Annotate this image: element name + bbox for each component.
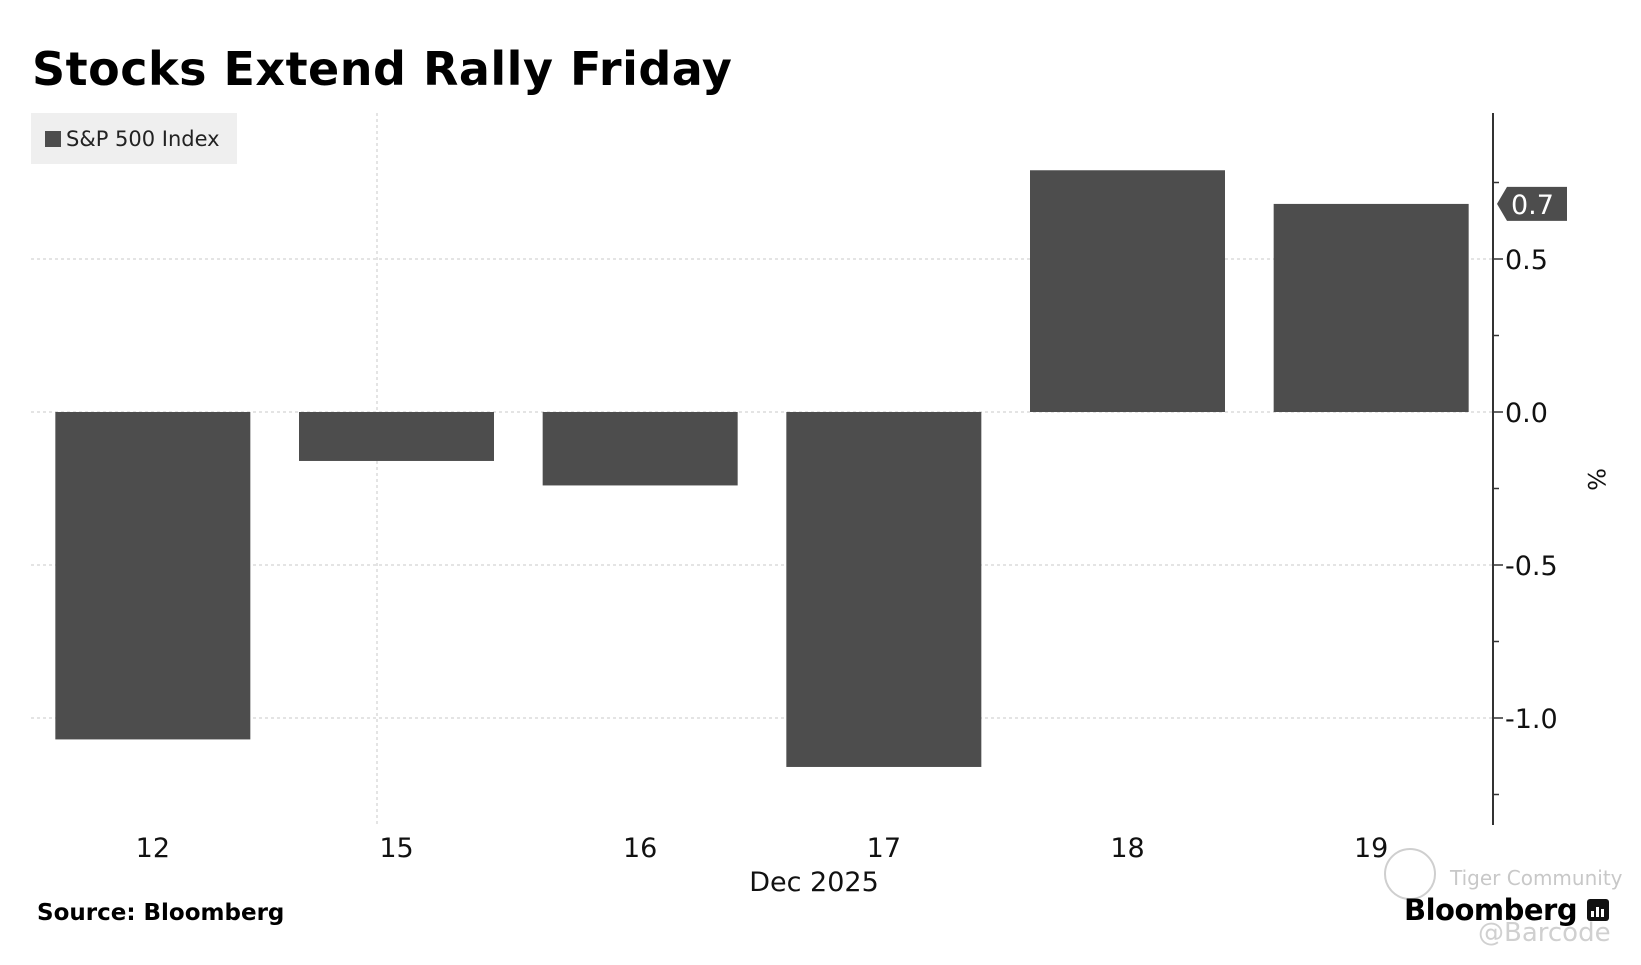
source-note: Source: Bloomberg [37, 900, 285, 926]
x-tick-label: 17 [867, 833, 901, 864]
legend: S&P 500 Index [31, 113, 237, 164]
legend-label: S&P 500 Index [66, 126, 220, 151]
x-period-label: Dec 2025 [749, 867, 879, 898]
x-tick-label: 18 [1110, 833, 1144, 864]
brand-name: Bloomberg [1404, 893, 1578, 927]
watermark-name: Tiger Community [1450, 866, 1623, 890]
chart-title: Stocks Extend Rally Friday [32, 42, 733, 96]
bar-19 [1273, 203, 1469, 412]
legend-swatch [45, 130, 61, 147]
x-tick-label: 15 [379, 833, 413, 864]
x-tick-label: 19 [1354, 833, 1388, 864]
brand-logo: Bloomberg [1404, 893, 1610, 927]
bar-15 [299, 412, 494, 461]
y-tick-label: 0.5 [1505, 245, 1548, 276]
last-value-flag [1497, 186, 1567, 221]
watermark-logo-icon [1384, 848, 1436, 900]
y-tick-label: 0.0 [1505, 398, 1548, 429]
bar-12 [55, 412, 251, 740]
y-tick-label: -0.5 [1505, 551, 1558, 582]
bar-16 [542, 412, 738, 486]
y-axis-unit-label: % [1582, 468, 1610, 491]
bar-18 [1030, 170, 1225, 412]
x-tick-label: 12 [136, 833, 170, 864]
y-tick-label: -1.0 [1505, 704, 1558, 735]
x-tick-label: 16 [623, 833, 657, 864]
last-value-label: 0.7 [1511, 190, 1554, 221]
bloomberg-terminal-icon [1587, 899, 1610, 921]
watermark-handle: @Barcode [1478, 918, 1611, 948]
bar-17 [786, 412, 982, 767]
